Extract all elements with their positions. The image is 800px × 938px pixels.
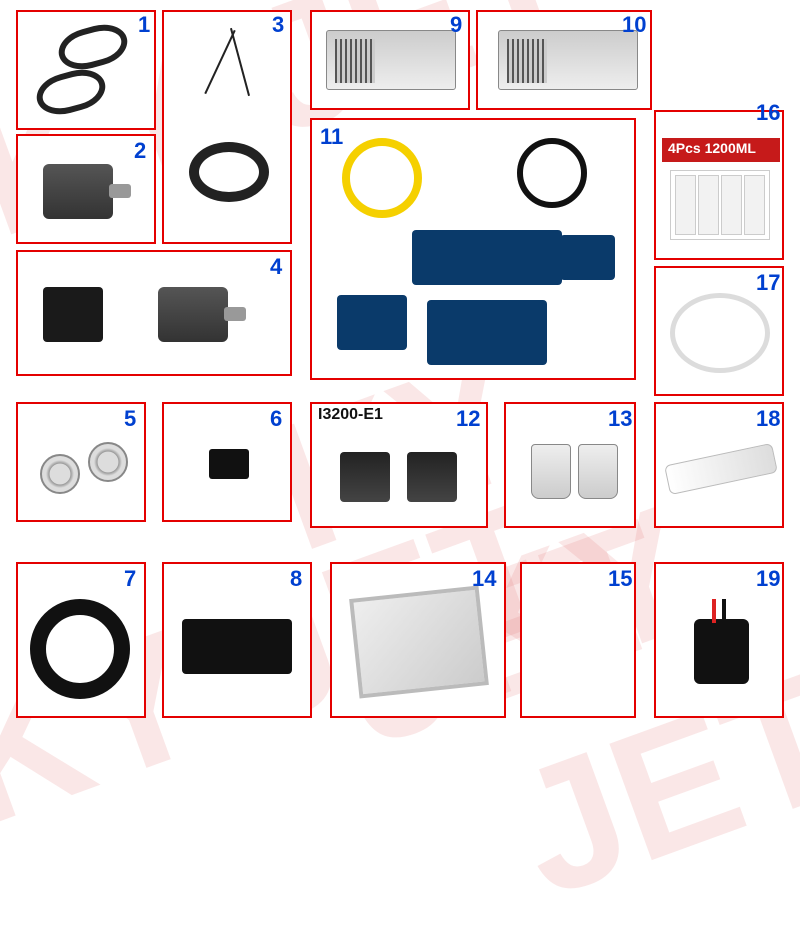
- label-i3200: I3200-E1: [318, 406, 383, 424]
- ink-tube-icon: [670, 293, 770, 373]
- num-10: 10: [622, 12, 646, 38]
- damper-icon: [531, 444, 571, 499]
- num-3: 3: [272, 12, 284, 38]
- motor-icon: [158, 287, 228, 342]
- belt-icon: [54, 19, 132, 76]
- num-12: 12: [456, 406, 480, 432]
- data-cable-icon: [517, 138, 587, 208]
- cartridges-icon: [670, 170, 770, 240]
- printhead-icon: [407, 452, 457, 502]
- pcb-icon: [337, 295, 407, 350]
- num-15: 15: [608, 566, 632, 592]
- cell-11: [310, 118, 636, 380]
- num-6: 6: [270, 406, 282, 432]
- num-13: 13: [608, 406, 632, 432]
- num-11: 11: [320, 124, 343, 150]
- fiber-cable-icon: [342, 138, 422, 218]
- ink-pump-icon: [694, 619, 749, 684]
- num-19: 19: [756, 566, 780, 592]
- cable-icon: [230, 28, 250, 96]
- belt-roll-icon: [30, 599, 130, 699]
- psu-icon: [498, 30, 638, 90]
- num-9: 9: [450, 12, 462, 38]
- cell-4: [16, 250, 292, 376]
- num-7: 7: [124, 566, 136, 592]
- damper-icon: [578, 444, 618, 499]
- pulley-icon: [88, 442, 128, 482]
- encoder-roll-icon: [189, 142, 269, 202]
- motor-icon: [43, 164, 113, 219]
- driver-icon: [43, 287, 103, 342]
- num-1: 1: [138, 12, 150, 38]
- num-4: 4: [270, 254, 282, 280]
- num-5: 5: [124, 406, 136, 432]
- cell-1: [16, 10, 156, 130]
- num-18: 18: [756, 406, 780, 432]
- carriage-frame-icon: [349, 585, 489, 698]
- num-14: 14: [472, 566, 496, 592]
- cable-icon: [204, 30, 235, 94]
- cartridge-qty-label: 4Pcs 1200ML: [668, 140, 756, 156]
- sensor-icon: [209, 449, 249, 479]
- cell-3: [162, 10, 292, 244]
- pcb-icon: [560, 235, 615, 280]
- pcb-icon: [412, 230, 562, 285]
- cap-station-icon: [182, 619, 292, 674]
- cell-9: [310, 10, 470, 110]
- num-8: 8: [290, 566, 302, 592]
- num-16: 16: [756, 100, 780, 126]
- ffc-cable-icon: [664, 443, 778, 495]
- num-2: 2: [134, 138, 146, 164]
- num-17: 17: [756, 270, 780, 296]
- pulley-icon: [40, 454, 80, 494]
- printhead-icon: [340, 452, 390, 502]
- psu-icon: [326, 30, 456, 90]
- cell-16: 4Pcs 1200ML: [654, 110, 784, 260]
- pcb-icon: [427, 300, 547, 365]
- belt-icon: [32, 64, 110, 121]
